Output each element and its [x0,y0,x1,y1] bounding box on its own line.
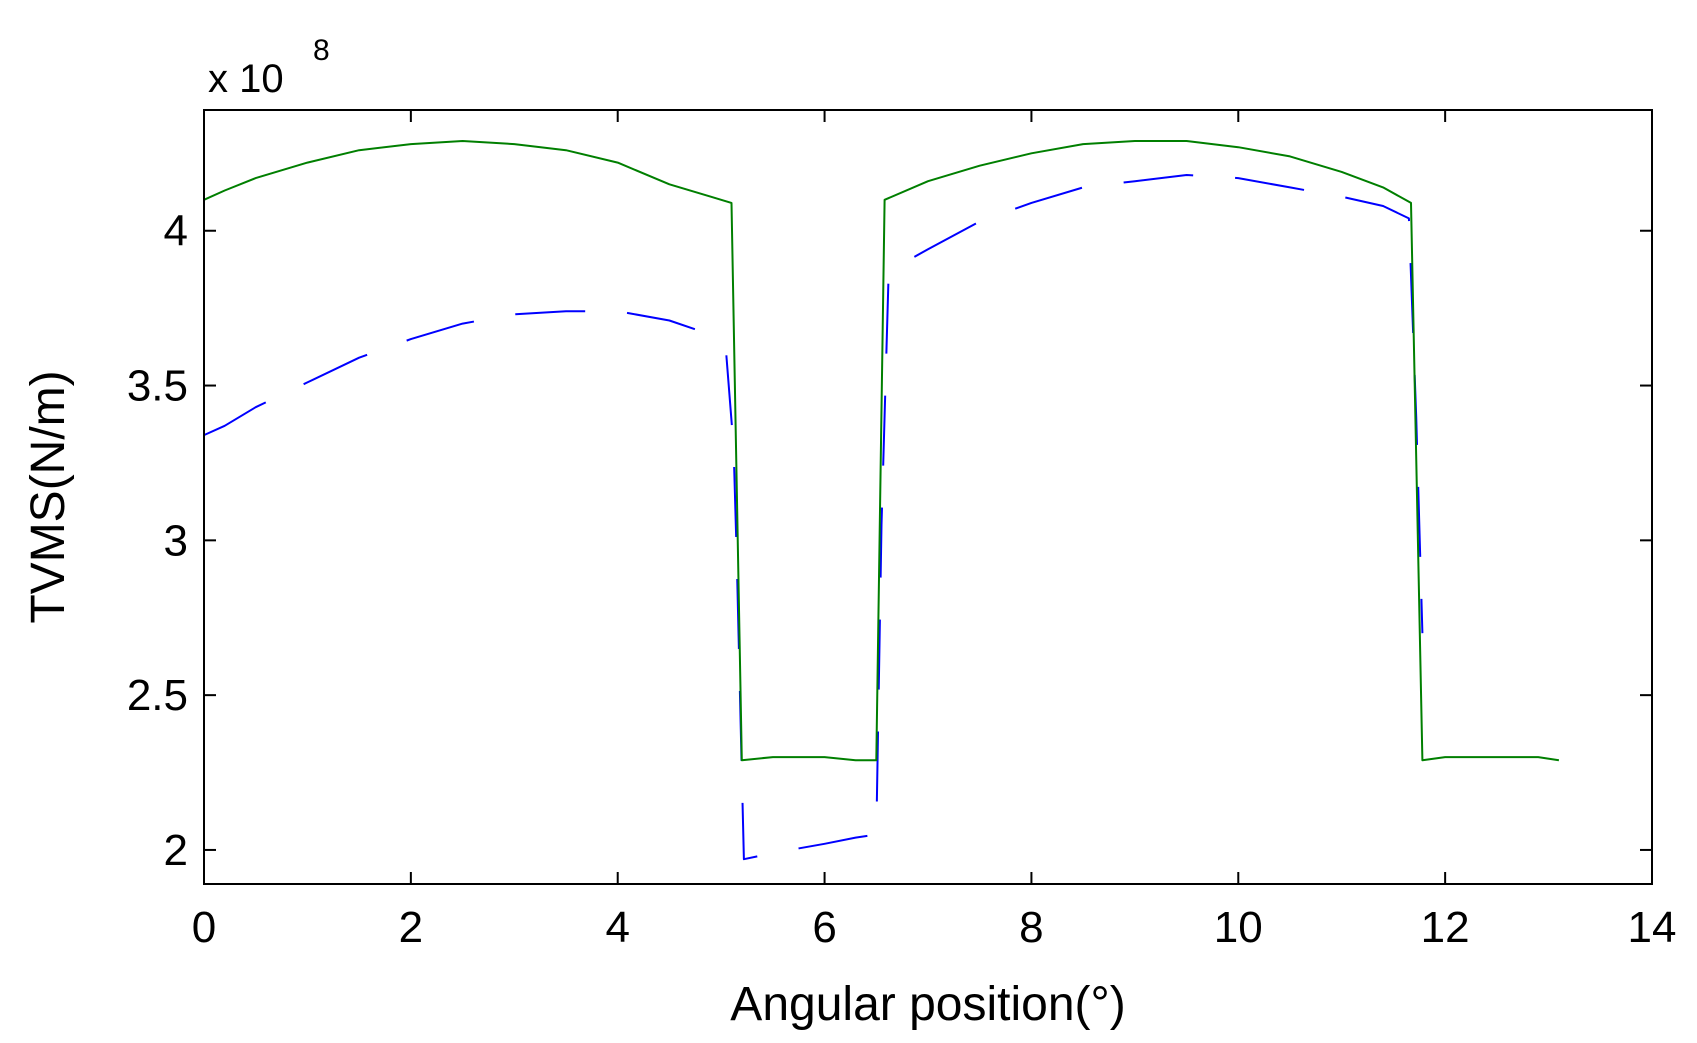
x-axis-label: Angular position(°) [730,978,1125,1031]
y-axis-label: TVMS(N/m) [22,370,75,623]
x-tick-label: 12 [1421,903,1470,952]
series-layer [203,140,1560,861]
x-tick-label: 8 [1019,903,1043,952]
y-tick-label: 3.5 [127,362,188,411]
y-tick-label: 2 [164,826,188,875]
x-tick-label: 6 [812,903,836,952]
y-tick-label: 3 [164,516,188,565]
x-tick-label: 0 [192,903,216,952]
x-tick-label: 10 [1214,903,1263,952]
plot-background [204,110,1652,884]
series-line-2 [203,174,1424,861]
plot-frame [203,109,1653,885]
x-tick-label: 4 [605,903,629,952]
y-multiplier-exponent: 8 [313,34,330,67]
y-multiplier-base: x 10 [208,57,284,101]
y-tick-label: 4 [164,207,188,256]
x-tick-label: 14 [1628,903,1677,952]
x-axis: 0 2 4 6 8 10 12 14 [192,110,1677,952]
series-line-1 [203,140,1560,762]
y-axis: 2 2.5 3 3.5 4 [127,207,1652,875]
y-tick-label: 2.5 [127,671,188,720]
x-tick-label: 2 [399,903,423,952]
